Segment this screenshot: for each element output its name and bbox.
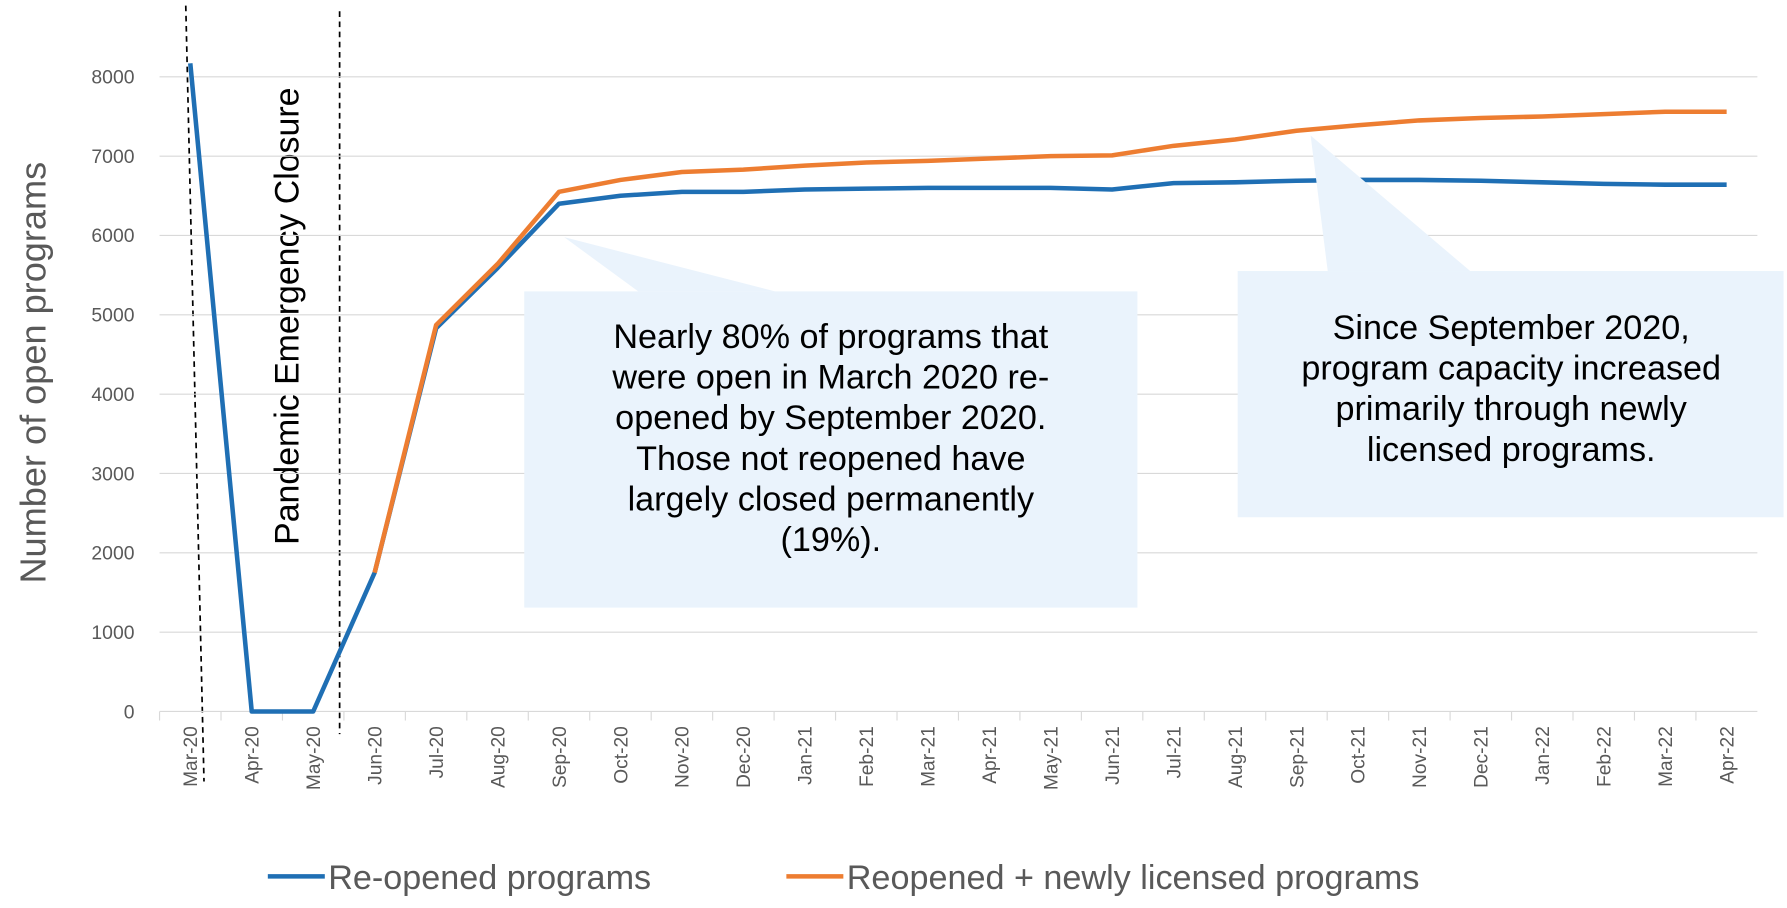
- x-tick-label: Jul-20: [427, 726, 448, 778]
- x-tick-label: Jun-20: [365, 726, 386, 785]
- callout-text: Since September 2020,: [1333, 309, 1690, 347]
- y-tick-label: 5000: [91, 306, 134, 327]
- y-tick-label: 3000: [91, 464, 134, 485]
- x-tick-label: Mar-21: [918, 726, 939, 787]
- x-tick-label: Nov-20: [673, 726, 694, 788]
- x-tick-label: Dec-21: [1472, 726, 1493, 788]
- legend-label: Reopened + newly licensed programs: [847, 859, 1420, 897]
- callout-pointer: [564, 237, 775, 292]
- callout-text: Those not reopened have: [636, 440, 1025, 478]
- y-axis-label: Number of open programs: [12, 162, 53, 584]
- series-line: [188, 63, 1727, 714]
- callout-text: opened by September 2020.: [615, 399, 1046, 437]
- x-tick-label: Jul-21: [1164, 726, 1185, 778]
- x-tick-label: May-20: [304, 726, 325, 790]
- callout-text: (19%).: [780, 521, 881, 559]
- callout-text: largely closed permanently: [628, 481, 1034, 519]
- x-tick-label: Mar-22: [1656, 726, 1677, 787]
- y-tick-label: 1000: [91, 623, 134, 644]
- x-tick-label: Feb-21: [857, 726, 878, 787]
- x-tick-label: Apr-21: [980, 726, 1001, 784]
- x-tick-label: Nov-21: [1410, 726, 1431, 788]
- x-tick-label: Dec-20: [734, 726, 755, 788]
- y-tick-label: 0: [124, 702, 135, 723]
- legend-label: Re-opened programs: [328, 859, 651, 897]
- callout-box: [1237, 271, 1784, 518]
- x-tick-label: Jun-21: [1103, 726, 1124, 785]
- x-tick-label: Sep-21: [1287, 726, 1308, 788]
- x-tick-label: Apr-20: [243, 726, 264, 784]
- x-tick-label: Mar-20: [181, 726, 202, 787]
- callout-text: program capacity increased: [1301, 350, 1721, 388]
- y-tick-label: 7000: [91, 147, 134, 168]
- callout-box: [524, 291, 1138, 608]
- x-tick-label: Feb-22: [1594, 726, 1615, 787]
- x-tick-label: Sep-20: [550, 726, 571, 788]
- x-tick-label: Jan-21: [796, 726, 817, 785]
- callout-text: primarily through newly: [1336, 390, 1687, 428]
- y-tick-label: 8000: [91, 68, 134, 89]
- y-tick-label: 2000: [91, 544, 134, 565]
- callout-text: Nearly 80% of programs that: [613, 318, 1048, 356]
- x-tick-label: Oct-21: [1349, 726, 1370, 784]
- x-tick-label: Aug-20: [488, 726, 509, 788]
- x-tick-label: Jan-22: [1533, 726, 1554, 785]
- y-tick-label: 4000: [91, 385, 134, 406]
- callout-text: were open in March 2020 re-: [611, 359, 1049, 397]
- closure-label: Pandemic Emergency Closure: [268, 88, 306, 545]
- y-tick-label: 6000: [91, 226, 134, 247]
- series-line: [372, 109, 1727, 574]
- callout-text: licensed programs.: [1367, 431, 1656, 469]
- x-tick-label: Oct-20: [611, 726, 632, 784]
- x-tick-label: Apr-22: [1717, 726, 1738, 784]
- x-tick-label: May-21: [1041, 726, 1062, 790]
- x-tick-label: Aug-21: [1226, 726, 1247, 788]
